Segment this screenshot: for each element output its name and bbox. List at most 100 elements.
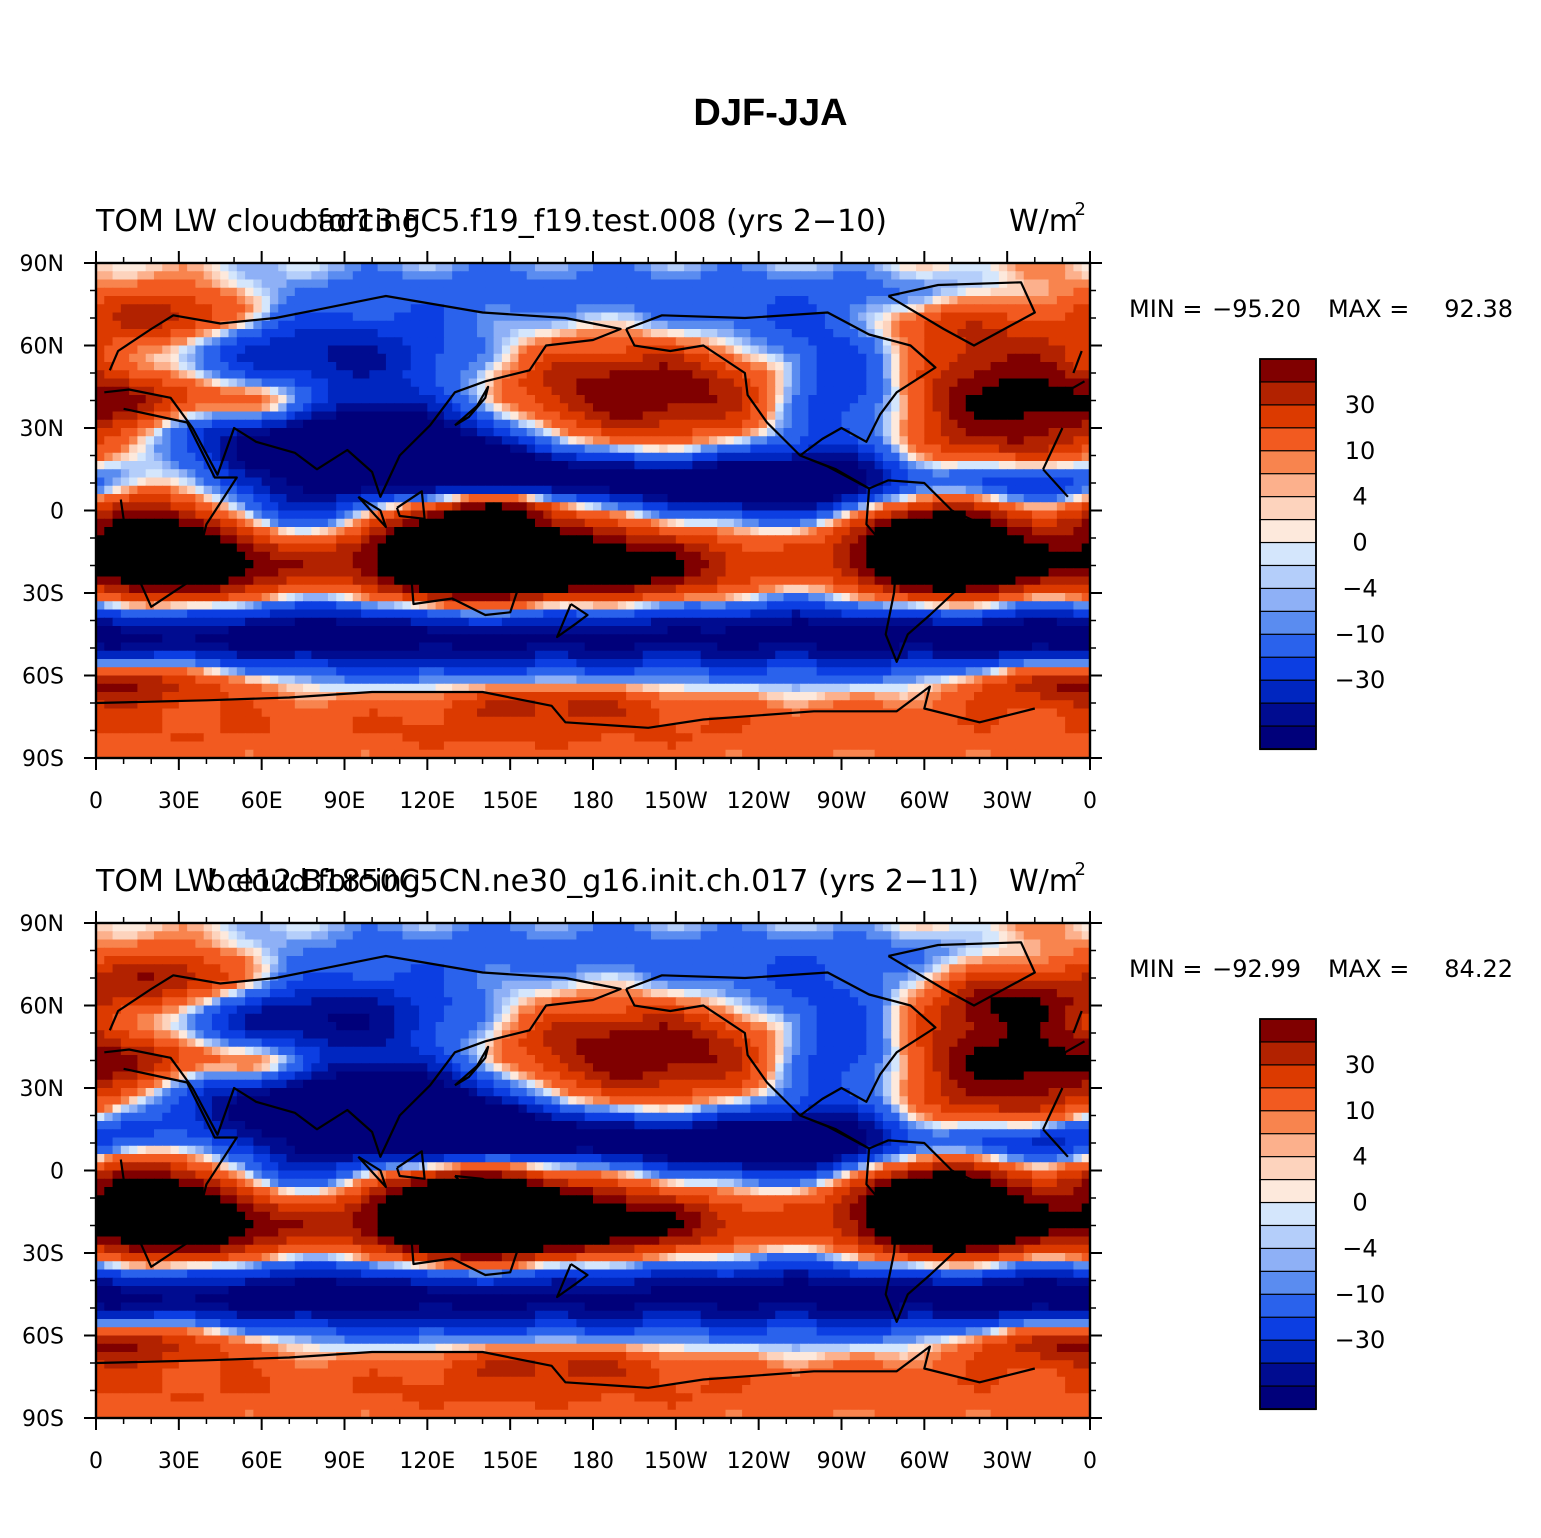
colorbar-box <box>1259 1178 1317 1204</box>
x-tick-label: 30W <box>982 1449 1032 1474</box>
colorbar-label: 30 <box>1345 1051 1376 1079</box>
colorbar: 30 10 4 0 −4 −10 −30 <box>1259 1018 1386 1411</box>
x-tick-label: 180 <box>572 789 614 814</box>
x-tick-label: 60E <box>241 1449 283 1474</box>
coastline <box>409 1199 520 1277</box>
x-tick-label: 0 <box>1083 1449 1097 1474</box>
units-label: W/m <box>1009 204 1078 239</box>
y-tick-label: 60N <box>20 995 64 1020</box>
y-tick-label: 30S <box>22 582 64 607</box>
x-tick-label: 150W <box>644 1449 708 1474</box>
colorbar-box <box>1259 1270 1317 1296</box>
x-tick-label: 90W <box>817 1449 867 1474</box>
x-tick-label: 90E <box>324 789 366 814</box>
colorbar-label: 0 <box>1352 529 1367 557</box>
colorbar-label: −30 <box>1335 1326 1386 1354</box>
y-tick-label: 90N <box>20 252 64 277</box>
units-superscript: 2 <box>1075 859 1086 880</box>
x-tick-label: 120E <box>399 1449 455 1474</box>
y-tick-label: 60S <box>22 1325 64 1350</box>
coastline <box>454 514 512 537</box>
figure-title: DJF-JJA <box>693 92 848 134</box>
x-tick-label: 30E <box>158 789 200 814</box>
min-max-stats: MIN = −95.20 MAX = 92.38 <box>1129 295 1513 323</box>
coastline <box>96 685 1036 729</box>
colorbar-box <box>1259 610 1317 636</box>
coastlines <box>96 281 1086 729</box>
colorbar-box <box>1259 564 1317 590</box>
x-tick-label: 0 <box>89 1449 103 1474</box>
colorbar-label: 10 <box>1345 1097 1376 1125</box>
colorbar-box <box>1259 656 1317 682</box>
y-tick-label: 30S <box>22 1242 64 1267</box>
panel-title-center: bad13.FC5.f19_f19.test.008 (yrs 2−10) <box>299 204 887 239</box>
x-tick-label: 120W <box>727 1449 791 1474</box>
coastline <box>119 1067 1069 1268</box>
x-tick-label: 60W <box>899 789 949 814</box>
colorbar-box <box>1259 633 1317 659</box>
x-tick-label: 30W <box>982 789 1032 814</box>
max-value: 84.22 <box>1444 955 1513 983</box>
coastline <box>625 971 937 1150</box>
units-superscript: 2 <box>1075 199 1086 220</box>
colorbar-box <box>1259 1156 1317 1181</box>
y-axis: 90N 60N 30N 0 30S 60S 90S <box>20 912 1102 1432</box>
coastline <box>216 545 236 580</box>
x-tick-label: 60W <box>899 1449 949 1474</box>
y-tick-label: 60N <box>20 335 64 360</box>
max-label: MAX = <box>1328 295 1409 323</box>
colorbar-box <box>1259 381 1317 406</box>
coastline <box>556 603 589 639</box>
colorbar-box <box>1259 1247 1317 1273</box>
min-value: −95.20 <box>1212 295 1301 323</box>
coastline <box>395 1150 426 1180</box>
x-tick-label: 0 <box>89 789 103 814</box>
colorbar-frame <box>1259 1018 1317 1410</box>
x-tick-label: 150E <box>482 1449 538 1474</box>
x-tick-label: 120W <box>727 789 791 814</box>
panel-titles: TOM LW cloud forcingbad13.FC5.f19_f19.te… <box>95 199 1086 239</box>
colorbar-box <box>1259 1018 1317 1044</box>
coastline <box>454 385 490 427</box>
colorbar-label: −10 <box>1335 1280 1386 1308</box>
max-value: 92.38 <box>1444 295 1513 323</box>
contour-field <box>96 923 1090 1418</box>
colorbar-label: 4 <box>1352 483 1367 511</box>
colorbar-box <box>1259 1201 1317 1227</box>
colorbar-label: −4 <box>1342 574 1377 602</box>
coastline <box>454 1174 512 1197</box>
y-tick-label: 90S <box>22 747 64 772</box>
map-panel-1: 0 30E 60E 90E 120E 150E 180 150W 120W 90W 60W 30W 09… <box>20 199 1513 814</box>
coastline <box>887 941 1036 1007</box>
colorbar-box <box>1259 1041 1317 1066</box>
colorbar-box <box>1259 1362 1317 1388</box>
colorbar-box <box>1259 725 1317 751</box>
x-tick-label: 60E <box>241 789 283 814</box>
colorbar-box <box>1259 541 1317 567</box>
colorbar-box <box>1259 1224 1317 1250</box>
coastline <box>887 281 1036 347</box>
x-tick-label: 150E <box>482 789 538 814</box>
coastline <box>454 1045 490 1087</box>
panel-title-left: TOM LW cloud forcing <box>95 204 421 239</box>
coastline <box>357 495 387 529</box>
units-label: W/m <box>1009 864 1078 899</box>
x-axis: 0 30E 60E 90E 120E 150E 180 150W 120W 90W 60W 30W 0 <box>89 911 1097 1474</box>
panel-title-left: TOM LW cloud forcing <box>95 864 421 899</box>
colorbar-box <box>1259 702 1317 728</box>
coastline <box>96 1345 1036 1389</box>
coastline <box>216 1205 236 1240</box>
x-tick-label: 90E <box>324 1449 366 1474</box>
panel-title-center: b.e12.B1850C5CN.ne30_g16.init.ch.017 (yr… <box>207 864 979 899</box>
x-tick-label: 90W <box>817 789 867 814</box>
coastline <box>556 1263 589 1299</box>
colorbar-box <box>1259 404 1317 429</box>
colorbar-box <box>1259 518 1317 544</box>
x-axis: 0 30E 60E 90E 120E 150E 180 150W 120W 90W 60W 30W 0 <box>89 251 1097 814</box>
min-value: −92.99 <box>1212 955 1301 983</box>
x-tick-label: 0 <box>1083 789 1097 814</box>
y-tick-label: 60S <box>22 665 64 690</box>
colorbar-box <box>1259 1064 1317 1089</box>
min-label: MIN = <box>1129 955 1202 983</box>
